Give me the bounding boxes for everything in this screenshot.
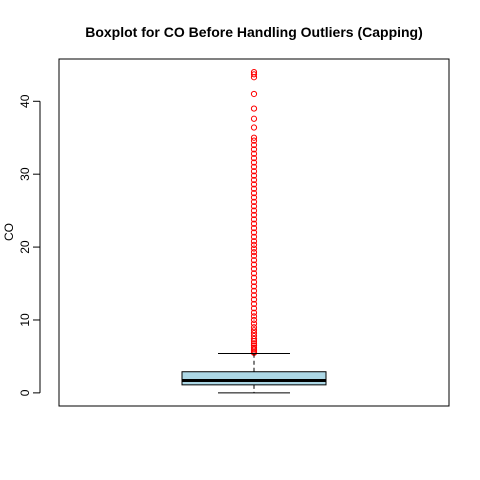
outlier-point xyxy=(250,300,258,308)
outlier-point xyxy=(250,105,258,112)
outlier-point xyxy=(250,332,258,340)
chart-title: Boxplot for CO Before Handling Outliers … xyxy=(85,24,423,40)
iqr-box xyxy=(181,371,327,386)
outlier-point xyxy=(250,340,258,347)
outlier-point xyxy=(250,309,258,316)
outlier-point xyxy=(250,194,258,201)
outlier-point xyxy=(250,335,258,343)
y-tick-label: 10 xyxy=(18,313,32,327)
outlier-point xyxy=(250,124,258,131)
y-tick-label: 40 xyxy=(18,94,32,108)
outlier-point xyxy=(250,274,258,281)
outlier-point xyxy=(250,270,258,277)
outlier-point xyxy=(250,71,258,78)
outlier-points xyxy=(250,69,258,356)
outlier-point xyxy=(250,249,258,256)
outlier-point xyxy=(250,69,258,76)
outlier-point xyxy=(250,342,258,349)
outlier-point xyxy=(250,327,258,334)
outlier-point xyxy=(250,344,258,351)
outlier-point xyxy=(250,207,258,214)
outlier-point xyxy=(250,245,258,252)
outlier-point xyxy=(250,115,258,122)
outlier-point xyxy=(250,225,258,232)
outlier-point xyxy=(250,238,258,245)
outlier-point xyxy=(250,305,258,312)
outlier-point xyxy=(250,172,258,179)
outlier-point xyxy=(250,137,258,144)
outlier-point xyxy=(250,292,258,299)
outlier-point xyxy=(250,320,258,327)
outlier-point xyxy=(250,265,258,273)
outlier-point xyxy=(250,229,258,236)
outlier-point xyxy=(250,330,258,337)
outlier-point xyxy=(250,233,258,240)
outlier-point xyxy=(250,185,258,192)
outlier-point xyxy=(250,90,258,98)
outlier-point xyxy=(250,190,258,197)
outlier-point xyxy=(250,163,258,170)
outlier-point xyxy=(250,220,258,227)
outlier-point xyxy=(250,159,258,166)
outlier-point xyxy=(250,316,258,324)
outlier-point xyxy=(250,176,258,184)
y-axis-ticks: 0 10 20 30 40 xyxy=(18,94,40,396)
outlier-point xyxy=(250,181,258,188)
outlier-point xyxy=(250,168,258,175)
outlier-point xyxy=(250,313,258,320)
outlier-point xyxy=(250,150,258,157)
outlier-point xyxy=(250,203,258,210)
outlier-point xyxy=(250,257,258,264)
outlier-point xyxy=(250,278,258,286)
outlier-point xyxy=(250,198,258,205)
outlier-point xyxy=(250,134,258,141)
y-tick-label: 30 xyxy=(18,167,32,181)
outlier-point xyxy=(250,146,258,153)
outlier-point xyxy=(250,261,258,268)
outlier-point xyxy=(250,252,258,259)
outlier-point xyxy=(250,216,258,223)
outlier-point xyxy=(250,296,258,303)
y-tick-label: 20 xyxy=(18,240,32,254)
plot-frame xyxy=(58,58,450,407)
outlier-point xyxy=(250,155,258,162)
outlier-point xyxy=(250,141,258,149)
outlier-point xyxy=(250,241,258,248)
y-axis-label: CO xyxy=(2,223,16,241)
y-tick-label: 0 xyxy=(18,389,32,396)
outlier-point xyxy=(250,287,258,294)
outlier-point xyxy=(250,211,258,219)
outlier-point xyxy=(250,283,258,290)
outlier-point xyxy=(250,324,258,331)
